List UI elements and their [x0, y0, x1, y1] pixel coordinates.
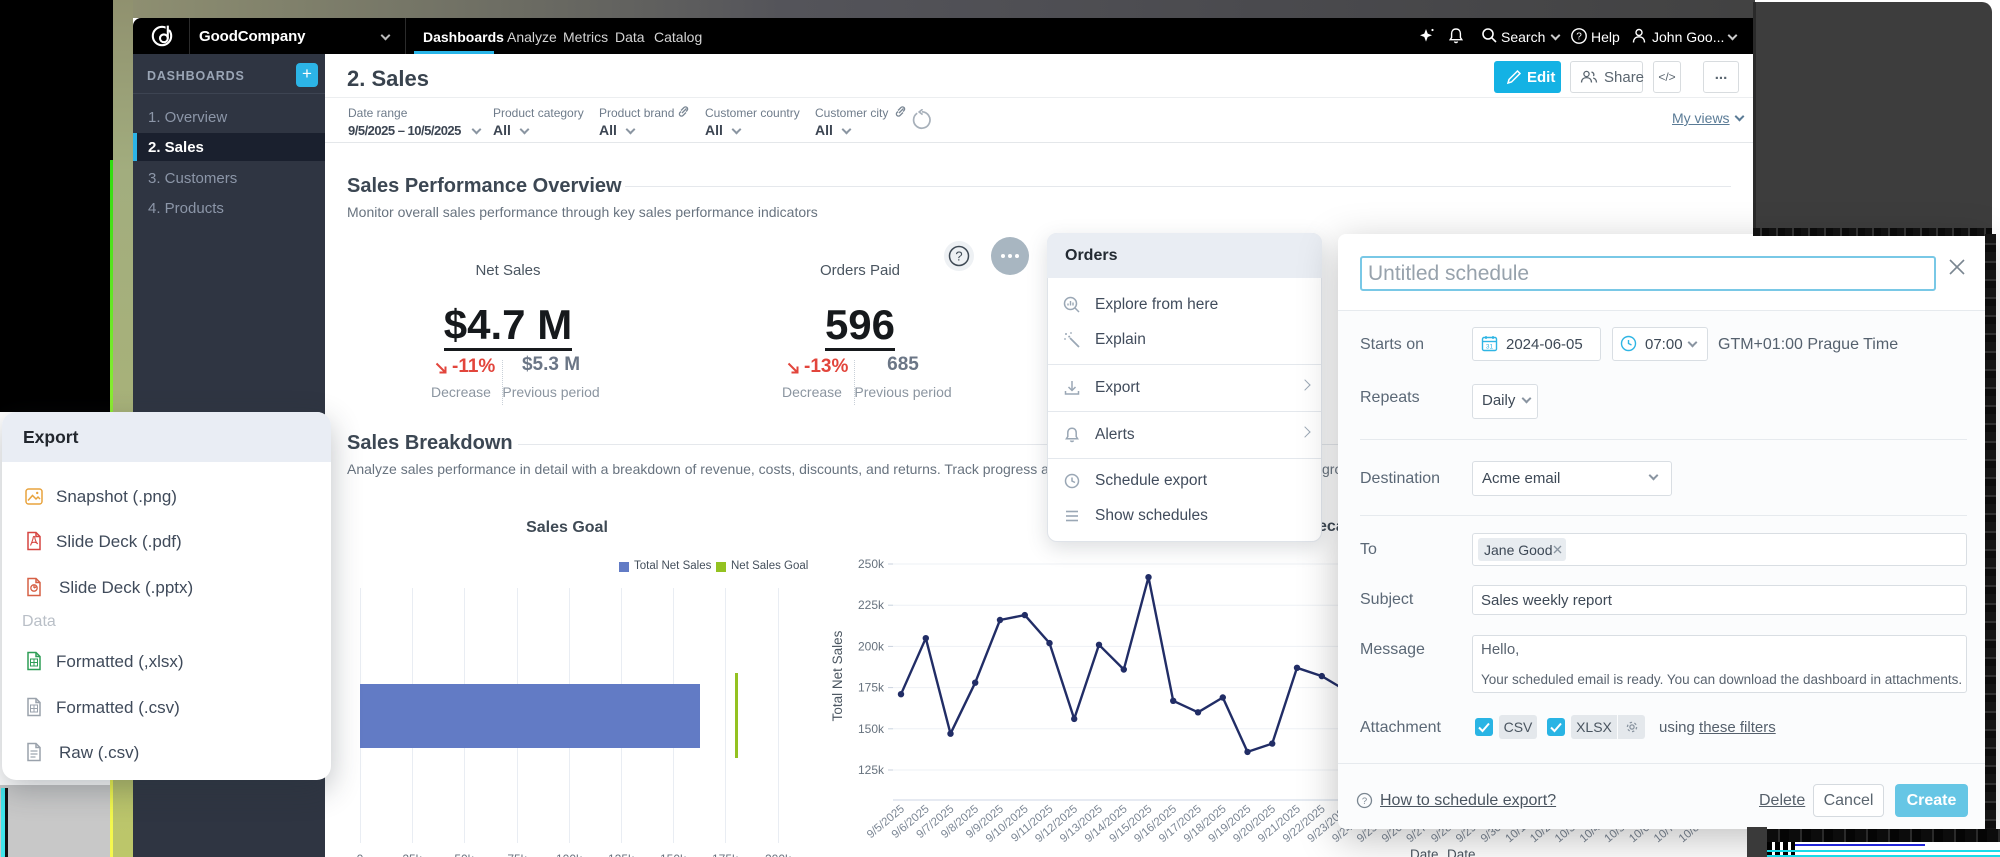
svg-text:175k: 175k [858, 681, 885, 695]
svg-text:Date: Date [1447, 847, 1476, 857]
svg-text:?: ? [1576, 32, 1582, 43]
svg-text:31: 31 [1486, 344, 1494, 351]
svg-text:?: ? [955, 249, 962, 264]
svg-text:125k: 125k [858, 763, 885, 777]
svg-text:225k: 225k [858, 598, 885, 612]
svg-text:Date: Date [1410, 847, 1439, 857]
svg-text:250k: 250k [858, 557, 885, 571]
svg-text:?: ? [1362, 796, 1367, 807]
svg-text:Total Net Sales: Total Net Sales [830, 630, 845, 721]
svg-text:150k: 150k [858, 722, 885, 736]
svg-text:200k: 200k [858, 639, 885, 653]
